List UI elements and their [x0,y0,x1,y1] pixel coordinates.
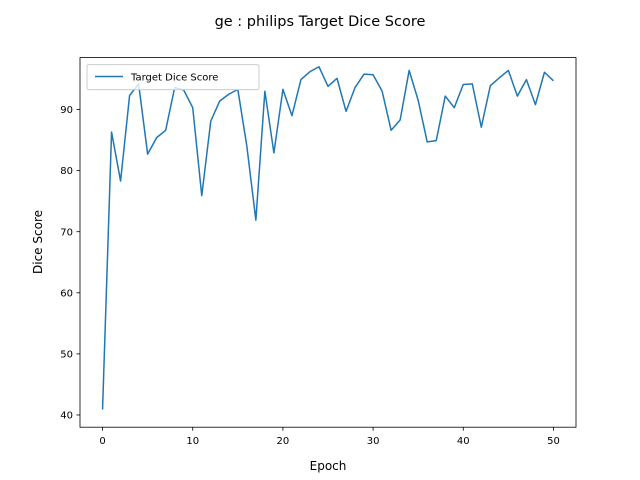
x-tick-label: 50 [547,436,560,447]
y-tick-label: 70 [60,227,73,238]
y-tick-label: 50 [60,349,73,360]
y-tick-label: 60 [60,288,73,299]
chart-title: ge : philips Target Dice Score [215,14,426,30]
x-tick-label: 10 [186,436,199,447]
y-axis-ticks: 40 50 60 70 80 90 [60,105,80,422]
series-line-target-dice-score [101,66,554,410]
y-tick-label: 40 [60,411,73,422]
x-tick-label: 20 [277,436,290,447]
legend-label: Target Dice Score [130,73,218,84]
y-tick-label: 90 [60,105,73,116]
x-tick-label: 0 [99,436,105,447]
series-points [102,67,553,410]
x-axis-ticks: 0 10 20 30 40 50 [99,427,560,447]
x-axis-title: Epoch [310,459,347,473]
plot-area [79,57,577,428]
x-tick-label: 40 [457,436,470,447]
y-axis-title: Dice Score [31,210,45,274]
y-tick-label: 80 [60,166,73,177]
legend: Target Dice Score [86,64,260,91]
legend-box [86,64,260,91]
x-tick-label: 30 [367,436,380,447]
